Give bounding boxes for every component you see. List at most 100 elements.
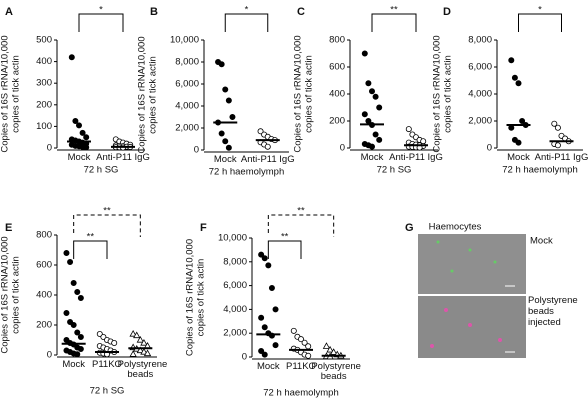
panel-letter: A — [5, 6, 13, 18]
data-point — [508, 57, 515, 64]
data-point — [272, 306, 279, 313]
cell — [450, 269, 454, 273]
image-panel: G Haemocytes Mock Polystyrene beads inje… — [405, 222, 578, 358]
cell — [468, 323, 472, 327]
significance-bracket — [78, 13, 124, 32]
data-point — [222, 86, 229, 93]
significance-bracket — [267, 214, 335, 237]
data-point — [554, 124, 561, 131]
x-tick-label: Anti-P11 IgG — [534, 152, 588, 163]
x-axis-label: 72 h SG — [90, 386, 125, 397]
image-label: Polystyrene beads injected — [528, 296, 578, 328]
data-point — [372, 93, 379, 100]
y-tick-label: 2,000 — [468, 116, 492, 127]
panel-letter: D — [443, 6, 451, 18]
y-tick-label: 800 — [329, 35, 345, 46]
y-axis-label: copies of tick actin — [11, 256, 22, 334]
y-tick-label: 4,000 — [223, 304, 247, 315]
y-tick-label: 6,000 — [223, 280, 247, 291]
x-axis-label: 72 h haemolymph — [263, 388, 339, 399]
significance-label: ** — [281, 232, 289, 243]
x-tick-label: Anti-P11 IgG — [240, 154, 295, 165]
data-point — [554, 142, 561, 149]
y-tick-label: 600 — [329, 62, 345, 73]
data-point — [376, 136, 383, 143]
x-tick-label: Mock — [256, 361, 280, 372]
significance-label: ** — [297, 206, 305, 217]
y-axis-label: Copies of 16S rRNA/10,000 — [137, 36, 148, 153]
y-tick-label: 400 — [329, 89, 345, 100]
data-point — [258, 348, 265, 355]
significance-bracket — [267, 240, 302, 259]
significance-label: * — [245, 5, 249, 16]
y-tick-label: 6,000 — [468, 62, 492, 73]
y-tick-label: 10,000 — [170, 35, 199, 46]
y-axis-label: Copies of 16S rRNA/10,000 — [0, 236, 11, 353]
data-point — [218, 61, 225, 68]
x-tick-label: Mock — [507, 152, 530, 163]
y-axis-label: Copies of 16S rRNA/10,000 — [432, 35, 443, 152]
x-tick-label: Anti-P11 IgG — [389, 152, 443, 163]
data-point — [77, 345, 84, 352]
x-tick-label: Polystyrene beads — [117, 359, 168, 381]
data-point — [258, 251, 265, 258]
image-title: Haemocytes — [429, 222, 482, 233]
data-point — [515, 80, 522, 87]
y-tick-label: 6,000 — [175, 79, 199, 90]
data-point — [133, 331, 141, 339]
x-axis-label: 72 h haemolymph — [502, 165, 578, 176]
data-point — [83, 134, 90, 141]
y-tick-label: 2,000 — [223, 328, 247, 339]
y-tick-label: 600 — [36, 260, 52, 271]
data-point — [111, 339, 118, 346]
significance-label: * — [538, 5, 542, 16]
data-point — [305, 352, 312, 359]
data-point — [225, 144, 232, 151]
x-axis-label: 72 h SG — [84, 165, 119, 176]
significance-bracket — [73, 214, 141, 237]
x-axis-label: 72 h haemolymph — [209, 167, 285, 178]
data-point — [329, 348, 338, 355]
data-point — [322, 342, 331, 349]
data-point — [290, 327, 297, 334]
data-point — [368, 88, 375, 95]
panel-letter: E — [5, 222, 12, 234]
data-point — [67, 258, 74, 265]
y-axis-label: Copies of 16S rRNA/10,000 — [293, 35, 304, 152]
x-axis-label: 72 h SG — [377, 165, 412, 176]
y-tick-label: 0 — [194, 145, 199, 156]
y-tick-label: 400 — [36, 290, 52, 301]
data-point — [79, 129, 86, 136]
data-point — [258, 314, 265, 321]
data-point — [225, 97, 232, 104]
data-point — [261, 255, 268, 262]
data-point — [76, 122, 83, 129]
x-tick-label: Mock — [62, 359, 86, 370]
data-point — [372, 131, 379, 138]
data-point — [218, 130, 225, 137]
data-point — [140, 338, 148, 346]
data-point — [305, 343, 312, 350]
data-point — [229, 114, 236, 121]
significance-label: ** — [103, 206, 111, 217]
data-point — [261, 351, 268, 358]
y-tick-label: 200 — [329, 116, 345, 127]
data-point — [74, 329, 81, 336]
y-tick-label: 100 — [36, 121, 52, 132]
y-axis-label: copies of tick actin — [443, 55, 454, 133]
data-point — [68, 54, 75, 61]
x-tick-label: Mock — [213, 154, 237, 165]
data-point — [74, 351, 81, 358]
data-point — [261, 324, 268, 331]
data-point — [365, 80, 372, 87]
data-point — [63, 309, 70, 316]
data-point — [83, 144, 90, 151]
significance-label: * — [99, 5, 103, 16]
x-tick-label: Mock — [360, 152, 384, 163]
image-label: Mock — [530, 236, 553, 247]
y-tick-label: 8,000 — [468, 35, 492, 46]
y-tick-label: 0 — [47, 350, 52, 361]
y-tick-label: 300 — [36, 78, 52, 89]
